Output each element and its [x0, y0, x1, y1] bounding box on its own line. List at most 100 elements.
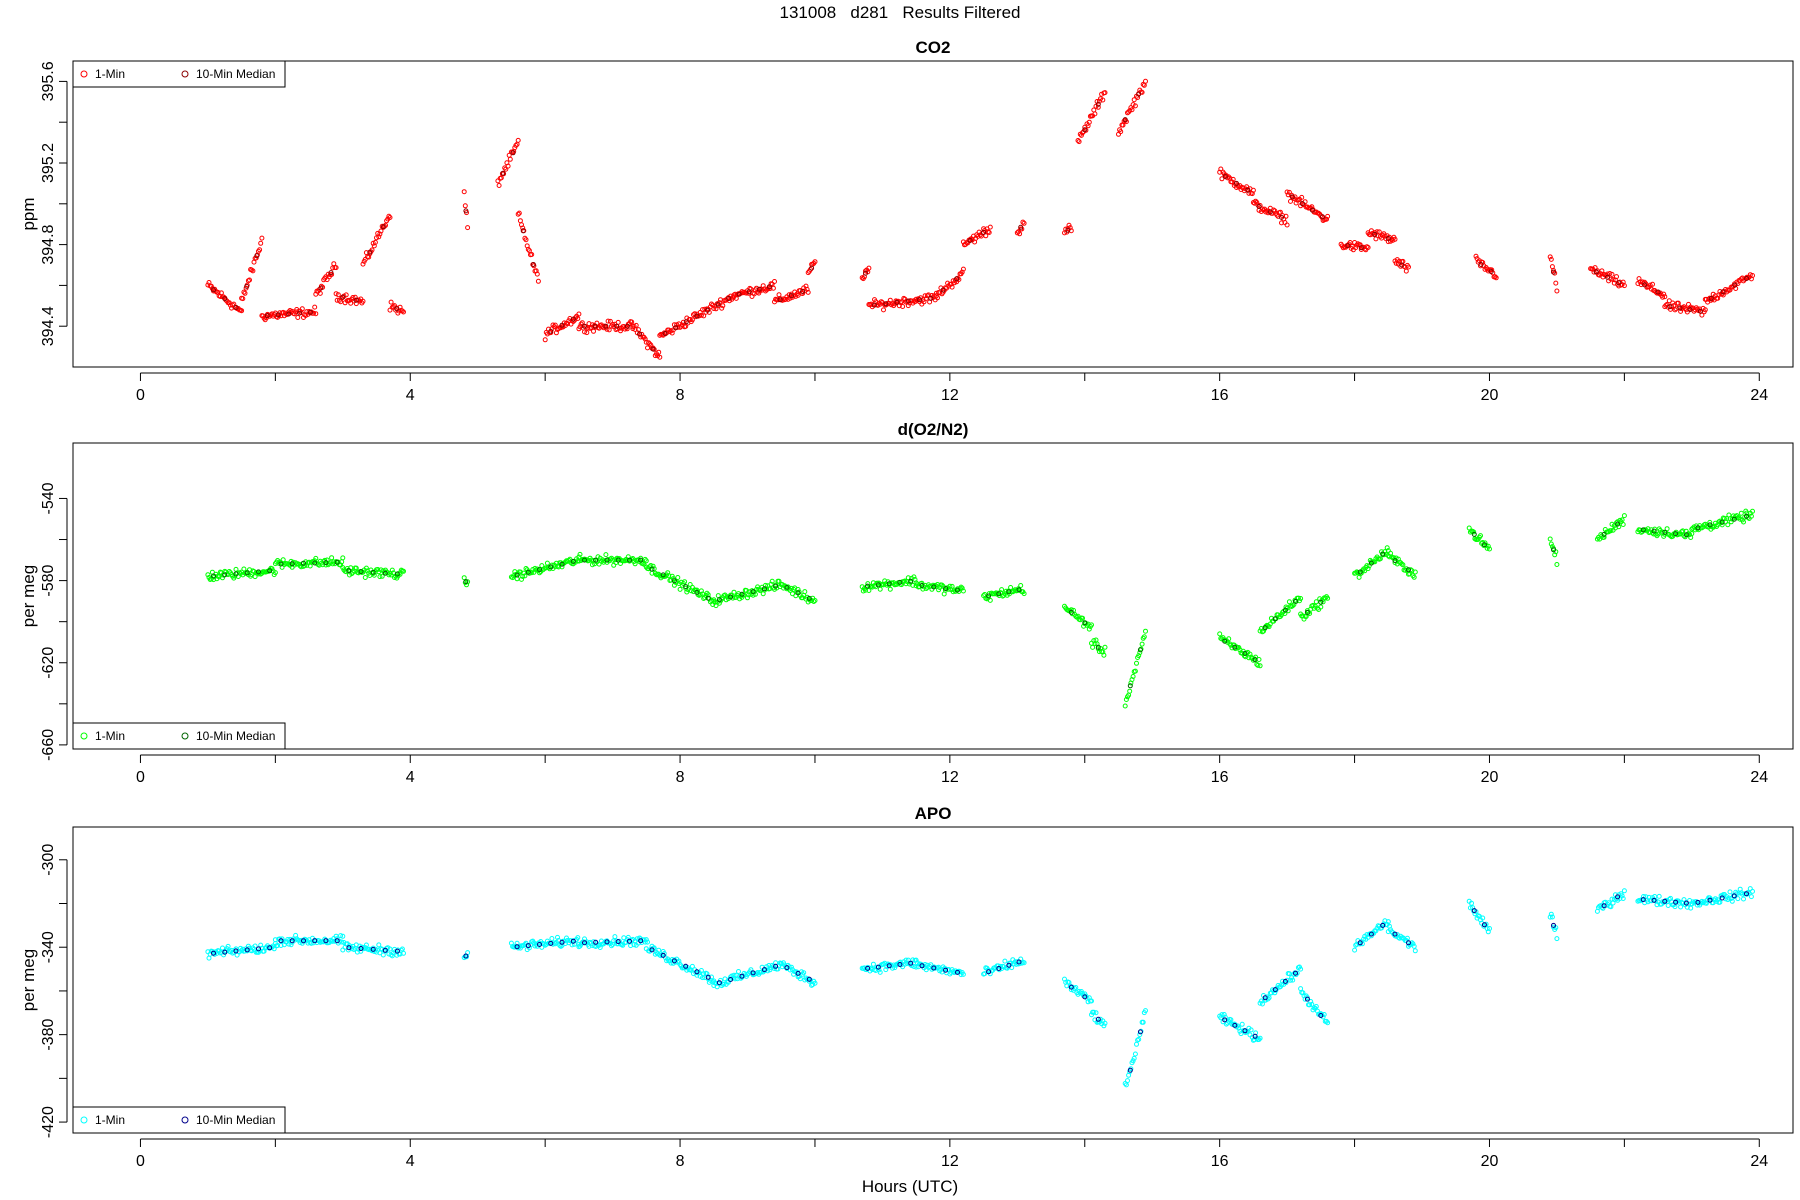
minute-point: [376, 234, 382, 240]
median-point: [1615, 521, 1621, 527]
minute-point: [377, 574, 383, 580]
minute-point: [1717, 899, 1723, 905]
median-point: [1234, 180, 1239, 186]
minute-point: [587, 325, 593, 331]
minute-point: [312, 304, 318, 310]
median-point: [244, 570, 250, 576]
median-point: [746, 289, 752, 295]
minute-point: [1364, 563, 1370, 569]
x-tick-label: 24: [1750, 387, 1768, 404]
minute-point: [1132, 668, 1138, 674]
median-point: [894, 299, 900, 305]
minute-point: [701, 313, 707, 319]
minute-point: [241, 289, 247, 295]
median-point: [1136, 91, 1142, 97]
minute-point: [1408, 567, 1414, 573]
minute-point: [517, 218, 523, 224]
minute-point: [905, 303, 911, 309]
minute-point: [698, 968, 704, 973]
median-point: [367, 249, 373, 255]
median-point: [289, 561, 295, 567]
minute-point: [272, 937, 278, 943]
minute-point: [1086, 119, 1092, 125]
minute-point: [1412, 948, 1418, 954]
median-point: [211, 573, 216, 579]
minute-point: [1621, 283, 1627, 289]
minute-point: [684, 589, 690, 595]
x-tick-label: 20: [1481, 387, 1499, 404]
minute-point: [307, 940, 313, 945]
minute-point: [1599, 268, 1605, 274]
x-tick-label: 20: [1481, 769, 1499, 786]
median-point: [931, 584, 937, 590]
minute-point: [720, 303, 726, 309]
minute-point: [802, 589, 808, 595]
minute-point: [1551, 924, 1556, 930]
median-point: [323, 560, 329, 566]
minute-point: [928, 962, 934, 968]
minute-point: [577, 551, 583, 557]
minute-point: [897, 959, 903, 965]
minute-point: [629, 319, 635, 325]
minute-point: [1228, 642, 1234, 648]
minute-point: [1358, 570, 1364, 576]
minute-point: [1011, 588, 1017, 594]
minute-point: [1253, 1030, 1259, 1036]
minute-point: [639, 331, 645, 337]
median-point: [520, 228, 526, 234]
median-point: [694, 313, 700, 319]
minute-point: [1614, 274, 1619, 280]
median-point: [908, 578, 914, 584]
median-point: [275, 312, 281, 318]
minute-point: [1272, 990, 1278, 996]
median-point: [1471, 531, 1477, 537]
minute-point: [308, 940, 314, 946]
minute-point: [797, 288, 803, 293]
y-tick-label: -620: [40, 647, 57, 679]
median-point: [570, 558, 576, 564]
median-point: [267, 568, 273, 574]
minute-point: [1293, 200, 1299, 206]
median-point: [1642, 282, 1648, 288]
minute-point: [638, 334, 644, 340]
minute-point: [1487, 926, 1492, 931]
minute-point: [343, 292, 349, 298]
minute-point: [787, 967, 793, 973]
median-point: [559, 561, 565, 567]
minute-point: [1352, 947, 1358, 953]
minute-point: [1750, 508, 1755, 514]
minute-point: [261, 948, 267, 954]
minute-point: [636, 327, 641, 333]
minute-point: [1727, 889, 1733, 895]
median-point: [254, 253, 260, 259]
minute-point: [650, 563, 656, 569]
median-point: [323, 938, 329, 944]
minute-point: [1132, 1051, 1138, 1057]
minute-point: [324, 557, 330, 563]
median-point: [1016, 587, 1022, 593]
x-tick-label: 8: [676, 769, 685, 786]
minute-point: [1021, 960, 1027, 966]
minute-point: [1257, 203, 1263, 208]
x-tick-label: 24: [1750, 769, 1768, 786]
minute-point: [399, 308, 405, 314]
minute-point: [1298, 596, 1304, 601]
minute-point: [230, 950, 236, 956]
minute-point: [1361, 936, 1367, 942]
minute-point: [677, 586, 683, 592]
minute-point: [1270, 987, 1275, 993]
minute-point: [387, 946, 393, 952]
median-point: [1601, 531, 1607, 537]
median-point: [627, 938, 632, 944]
median-point: [615, 557, 621, 563]
minute-point: [1009, 965, 1015, 971]
minute-point: [1668, 306, 1673, 312]
minute-point: [522, 573, 528, 579]
minute-point: [397, 571, 403, 577]
minute-point: [913, 957, 919, 963]
median-point: [1368, 931, 1374, 937]
minute-point: [946, 586, 952, 592]
median-point: [1708, 295, 1714, 301]
median-point: [340, 294, 346, 300]
panel-3: APO per meg 0 4 8 12 16 20 24 -420 -380 -340 -300 1-M…: [19, 804, 1794, 1170]
